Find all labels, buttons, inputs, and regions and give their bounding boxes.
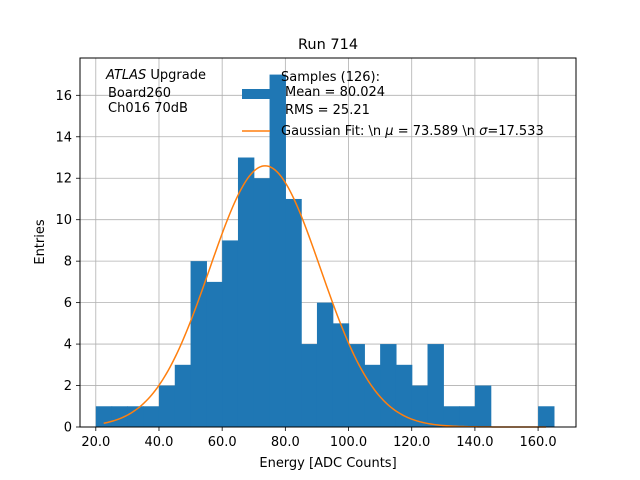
histogram-bar	[395, 364, 413, 427]
histogram-bar	[380, 344, 397, 427]
histogram-bar	[348, 344, 365, 427]
annotation-board: Board260	[108, 86, 171, 101]
histogram-bar	[127, 406, 144, 427]
x-tick-label: 20.0	[81, 435, 110, 450]
histogram-bar	[206, 281, 223, 427]
legend-fit-mu: μ	[384, 124, 393, 139]
x-axis-ticks: 20.0 40.0 60.0 80.0 100.0 120.0 140.0 160.0	[81, 427, 557, 450]
y-tick-label: 14	[55, 130, 72, 145]
x-tick-label: 100.0	[330, 435, 367, 450]
y-tick-label: 0	[64, 421, 72, 436]
y-tick-label: 10	[55, 213, 72, 228]
x-tick-label: 40.0	[145, 435, 174, 450]
histogram-bar	[443, 406, 460, 427]
histogram-bar	[301, 344, 318, 427]
x-tick-label: 140.0	[456, 435, 493, 450]
y-tick-label: 16	[55, 89, 72, 104]
histogram-bar	[222, 240, 239, 427]
histogram-bar	[174, 364, 192, 427]
y-axis-label: Entries	[33, 219, 48, 265]
atlas-annotation: ATLAS Upgrade Board260 Ch016 70dB	[105, 68, 206, 116]
histogram-bar	[474, 385, 492, 427]
legend-fit-suffix: =17.533	[487, 124, 543, 139]
histogram-bar	[411, 385, 429, 427]
histogram-bar	[111, 406, 128, 427]
histogram-bar	[538, 406, 555, 427]
legend-rms: RMS = 25.21	[285, 103, 370, 118]
x-tick-label: 80.0	[271, 435, 300, 450]
legend-mean: Mean = 80.024	[285, 85, 385, 100]
legend-samples: Samples (126):	[281, 70, 380, 85]
x-axis-label: Energy [ADC Counts]	[259, 456, 396, 471]
histogram-bar	[143, 406, 160, 427]
y-tick-label: 6	[64, 296, 72, 311]
x-tick-label: 160.0	[519, 435, 556, 450]
y-tick-label: 8	[64, 255, 72, 270]
chart-title: Run 714	[298, 37, 358, 53]
atlas-label: ATLAS	[105, 68, 146, 83]
y-axis-ticks: 0 2 4 6 8 10 12 14 16	[55, 89, 80, 436]
histogram-bars	[95, 74, 555, 428]
legend-histogram-swatch	[242, 89, 270, 99]
histogram-bar	[269, 74, 286, 428]
histogram-bar	[364, 364, 381, 427]
histogram-bar	[332, 323, 350, 427]
histogram-bar	[459, 406, 476, 427]
legend-fit-mid: = 73.589 \n	[394, 124, 480, 139]
annotation-line-1: ATLAS Upgrade	[105, 68, 206, 83]
y-tick-label: 4	[64, 338, 72, 353]
plot-frame	[79, 57, 577, 428]
histogram-bar	[237, 157, 255, 427]
histogram-bar	[427, 344, 444, 427]
legend-fit-prefix: Gaussian Fit: \n	[281, 124, 385, 139]
x-tick-label: 60.0	[208, 435, 237, 450]
histogram-bar	[285, 198, 302, 427]
y-tick-label: 2	[64, 379, 72, 394]
histogram-bar	[316, 302, 334, 427]
upgrade-label: Upgrade	[146, 68, 206, 83]
y-tick-label: 12	[55, 172, 72, 187]
histogram-bar	[158, 385, 176, 427]
histogram-bar	[253, 178, 271, 427]
legend-fit-label: Gaussian Fit: \n μ = 73.589 \n σ=17.533	[281, 124, 544, 139]
legend-fit-sigma: σ	[479, 124, 488, 139]
annotation-channel: Ch016 70dB	[108, 101, 188, 116]
legend: Samples (126): Mean = 80.024 RMS = 25.21…	[242, 70, 544, 139]
x-tick-label: 120.0	[393, 435, 430, 450]
histogram-bar	[190, 261, 207, 427]
